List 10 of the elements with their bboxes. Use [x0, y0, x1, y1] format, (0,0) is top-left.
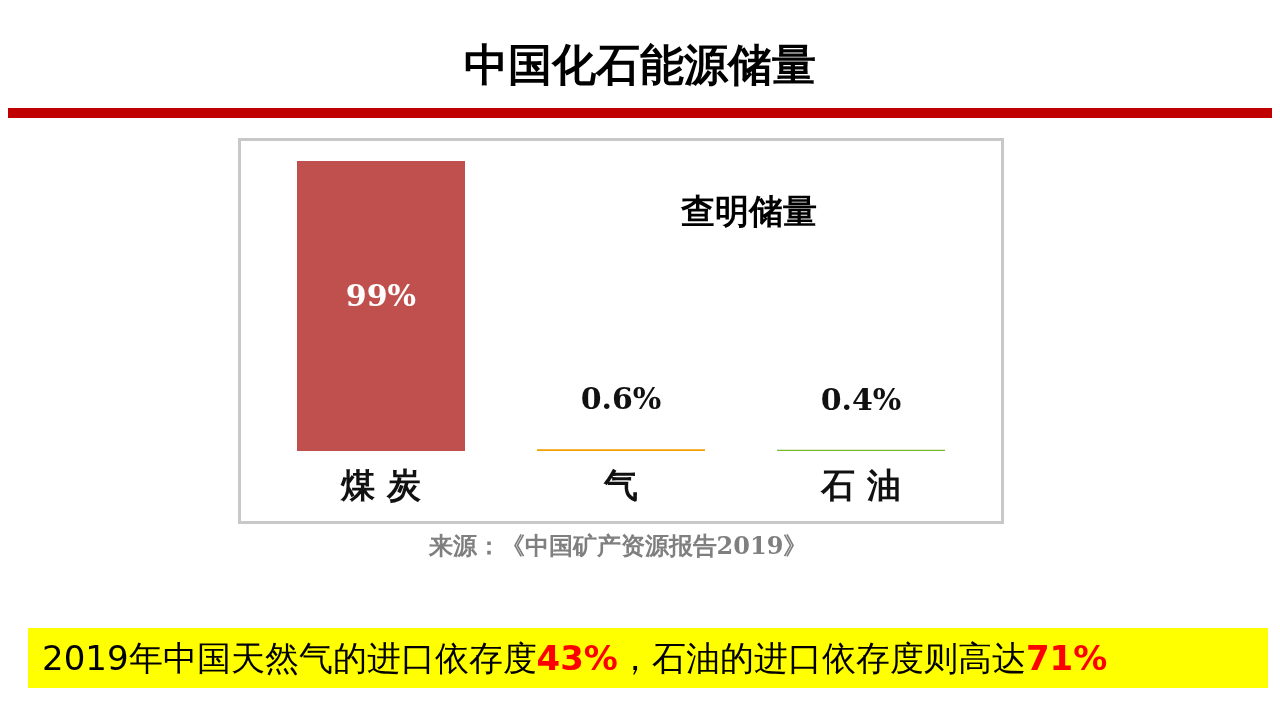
text: 查明储量 [681, 190, 817, 233]
text: 2019年中国天然气的进口依存度43%，石油的进口依存度则高达71% [42, 638, 1108, 678]
x-tick-label: 气 [603, 465, 638, 506]
data-label: 0.6% [580, 381, 662, 417]
source-note: 来源：《中国矿产资源报告2019》 [427, 530, 809, 562]
x-tick-label: 石 油 [820, 465, 901, 506]
data-label: 99% [345, 278, 417, 313]
x-tick-label: 煤 炭 [340, 465, 421, 506]
data-label: 0.4% [820, 381, 902, 417]
chart-title: 中国化石能源储量 [463, 38, 817, 92]
